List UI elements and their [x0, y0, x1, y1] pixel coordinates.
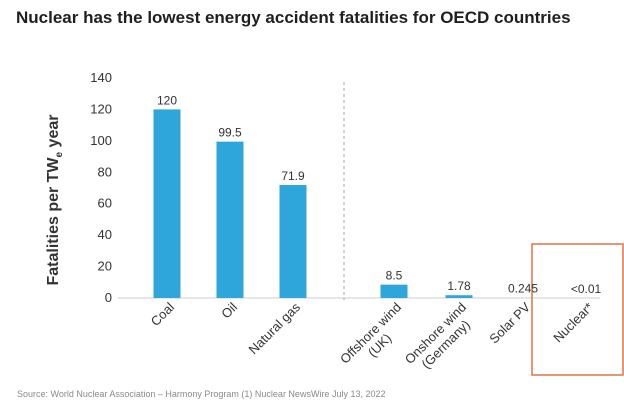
data-label: <0.01 [571, 282, 602, 296]
x-tick-label: Natural gas [246, 299, 304, 357]
bar [216, 141, 244, 298]
source-note: Source: World Nuclear Association – Harm… [17, 389, 386, 399]
y-tick-label: 0 [105, 290, 112, 305]
y-tick-label: 80 [98, 164, 112, 179]
data-label: 1.78 [447, 279, 471, 293]
x-tick-label: Coal [148, 299, 178, 329]
data-label: 0.245 [508, 282, 538, 296]
y-tick-label: 100 [90, 133, 112, 148]
data-labels: 120 99.5 71.9 8.5 1.78 0.245 <0.01 [157, 93, 602, 296]
y-ticks: 0 20 40 60 80 100 120 140 [90, 70, 112, 305]
x-tick-label: Offshore wind(UK) [337, 300, 415, 378]
x-tick-labels: Coal Oil Natural gas Offshore wind(UK) Onsho… [148, 299, 597, 378]
x-tick-label: Oil [218, 299, 240, 321]
x-tick-label: Onshore wind(Germany) [402, 300, 480, 378]
bar [380, 284, 408, 298]
x-tick-label: Nuclear* [550, 300, 596, 346]
data-label: 8.5 [386, 269, 403, 283]
y-tick-label: 140 [90, 70, 112, 85]
y-tick-label: 120 [90, 101, 112, 116]
x-tick-label: Solar PV [486, 299, 533, 346]
y-tick-label: 20 [98, 259, 112, 274]
bars [153, 109, 473, 298]
y-axis-label: Fatalities per TWe year [45, 115, 65, 286]
data-label: 120 [157, 93, 177, 107]
y-tick-label: 60 [98, 196, 112, 211]
nuclear-highlight-box [531, 243, 624, 376]
bar [445, 295, 473, 298]
data-label: 71.9 [281, 169, 305, 183]
chart-title: Nuclear has the lowest energy accident f… [16, 8, 571, 27]
y-tick-label: 40 [98, 227, 112, 242]
bar [153, 109, 181, 298]
bar [279, 185, 307, 298]
data-label: 99.5 [218, 126, 242, 140]
